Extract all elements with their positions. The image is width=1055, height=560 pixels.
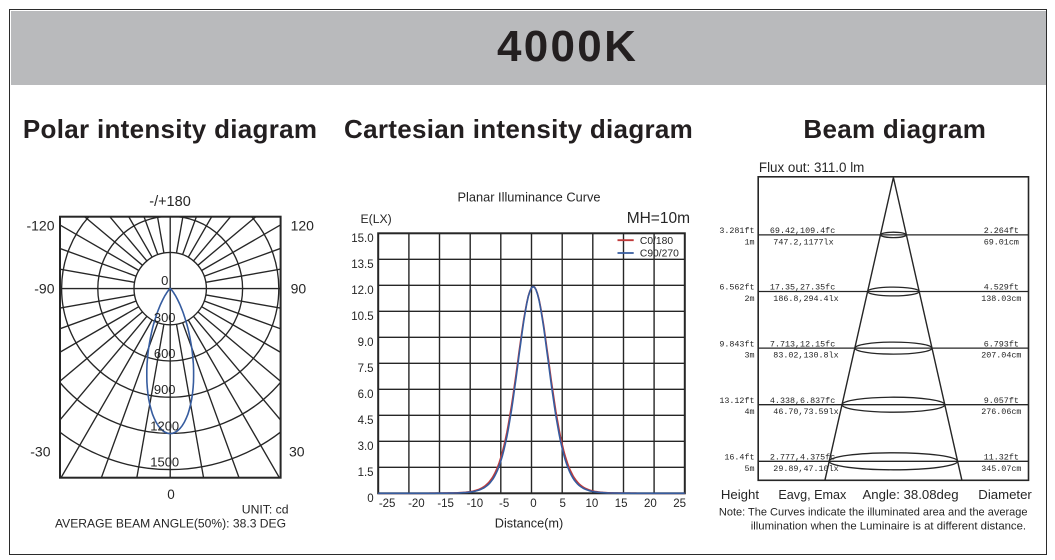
svg-text:illumination when the Luminair: illumination when the Luminaire is at di… [751,521,1026,533]
svg-text:207.04cm: 207.04cm [981,351,1021,361]
svg-text:120: 120 [291,218,315,234]
svg-text:C90/270: C90/270 [640,249,679,260]
svg-text:15.0: 15.0 [351,233,373,245]
svg-text:Height: Height [721,487,759,502]
svg-text:AVERAGE BEAM ANGLE(50%): 38.3: AVERAGE BEAM ANGLE(50%): 38.3 DEG [55,517,286,531]
svg-text:6.793ft: 6.793ft [984,339,1019,349]
svg-text:20: 20 [644,498,657,510]
svg-text:-120: -120 [26,218,54,234]
svg-text:69.42,109.4fc: 69.42,109.4fc [770,226,835,236]
svg-text:3.0: 3.0 [358,441,374,453]
svg-text:2m: 2m [744,294,754,304]
svg-text:3m: 3m [744,351,754,361]
svg-text:9.0: 9.0 [358,337,374,349]
svg-text:-10: -10 [467,498,484,510]
svg-text:15: 15 [615,498,628,510]
svg-text:4m: 4m [744,407,754,417]
svg-text:12.0: 12.0 [351,285,373,297]
svg-text:0: 0 [167,487,175,502]
svg-text:Distance(m): Distance(m) [495,517,563,531]
svg-text:-5: -5 [499,498,509,510]
svg-text:69.01cm: 69.01cm [984,237,1019,247]
svg-text:9.057ft: 9.057ft [984,396,1019,406]
svg-text:9.843ft: 9.843ft [719,339,754,349]
svg-text:30: 30 [289,444,305,460]
svg-text:16.4ft: 16.4ft [724,453,754,463]
svg-text:6.0: 6.0 [358,389,374,401]
svg-text:-25: -25 [379,498,396,510]
svg-text:276.06cm: 276.06cm [981,407,1021,417]
svg-text:C0/180: C0/180 [640,236,673,247]
svg-text:13.5: 13.5 [351,259,373,271]
svg-text:-15: -15 [437,498,454,510]
svg-text:0: 0 [367,493,373,505]
svg-text:2.777,4.375fc: 2.777,4.375fc [770,453,835,463]
svg-text:25: 25 [673,498,686,510]
svg-text:2.264ft: 2.264ft [984,226,1019,236]
svg-text:345.07cm: 345.07cm [981,464,1021,474]
svg-text:7.713,12.15fc: 7.713,12.15fc [770,339,835,349]
svg-text:46.70,73.59lx: 46.70,73.59lx [773,407,838,417]
svg-text:11.32ft: 11.32ft [984,453,1019,463]
svg-text:-20: -20 [408,498,425,510]
svg-text:3.281ft: 3.281ft [719,226,754,236]
svg-text:1200: 1200 [150,418,179,433]
svg-text:10: 10 [586,498,599,510]
svg-text:6.562ft: 6.562ft [719,283,754,293]
svg-text:MH=10m: MH=10m [627,210,690,227]
svg-text:7.5: 7.5 [358,363,374,375]
svg-text:10.5: 10.5 [351,311,373,323]
svg-text:4.338,6.837fc: 4.338,6.837fc [770,396,835,406]
svg-text:UNIT: cd: UNIT: cd [242,503,289,517]
svg-text:Note: The Curves indicate the: Note: The Curves indicate the illuminate… [719,507,1028,519]
svg-text:E(LX): E(LX) [361,212,392,226]
svg-text:5: 5 [559,498,565,510]
svg-text:13.12ft: 13.12ft [719,396,754,406]
svg-text:600: 600 [154,346,176,361]
svg-text:Flux out: 311.0 lm: Flux out: 311.0 lm [759,160,864,175]
svg-text:90: 90 [291,281,307,297]
svg-text:0: 0 [161,273,168,288]
svg-text:4.529ft: 4.529ft [984,283,1019,293]
svg-text:747.2,1177lx: 747.2,1177lx [773,237,833,247]
svg-text:-90: -90 [34,281,54,297]
svg-text:0: 0 [530,498,536,510]
svg-text:138.03cm: 138.03cm [981,294,1021,304]
svg-text:900: 900 [154,382,176,397]
svg-text:Planar Illuminance Curve: Planar Illuminance Curve [458,190,601,205]
svg-text:4.5: 4.5 [358,415,374,427]
svg-text:Angle: 38.08deg: Angle: 38.08deg [863,487,959,502]
svg-text:17.35,27.35fc: 17.35,27.35fc [770,283,835,293]
svg-text:Diameter: Diameter [978,487,1032,502]
svg-text:83.02,130.8lx: 83.02,130.8lx [773,351,838,361]
svg-text:Eavg, Emax: Eavg, Emax [778,488,847,502]
svg-text:186.8,294.4lx: 186.8,294.4lx [773,294,838,304]
svg-text:300: 300 [154,310,176,325]
svg-text:5m: 5m [744,464,754,474]
svg-text:-30: -30 [30,444,50,460]
svg-text:-/+180: -/+180 [149,194,191,210]
svg-text:1m: 1m [744,237,754,247]
svg-text:1500: 1500 [150,455,179,470]
svg-text:1.5: 1.5 [358,467,374,479]
svg-text:29.89,47.10lx: 29.89,47.10lx [773,464,838,474]
